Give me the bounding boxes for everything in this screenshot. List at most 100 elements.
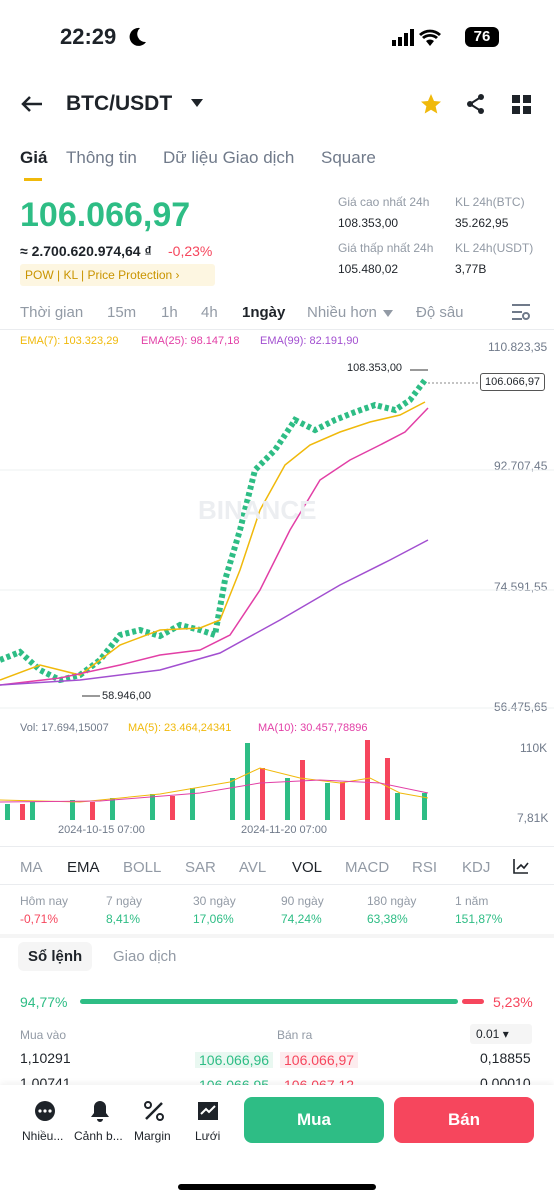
- interval[interactable]: 1h: [161, 304, 178, 321]
- period: 90 ngày: [281, 894, 324, 908]
- price-axis-label: 56.475,65: [494, 700, 548, 714]
- grid-menu[interactable]: [512, 95, 532, 115]
- period: 180 ngày: [367, 894, 417, 908]
- ask-amount: 0,00010: [480, 1075, 531, 1085]
- volume-axis-label: 110K: [520, 741, 548, 755]
- tag[interactable]: Price Protection: [87, 268, 173, 282]
- sell-ratio: 5,23%: [493, 994, 533, 1010]
- precision-select[interactable]: 0.01 ▾: [470, 1024, 532, 1044]
- pair-title[interactable]: BTC/USDT: [66, 92, 173, 115]
- buy-ratio: 94,77%: [20, 994, 68, 1010]
- interval[interactable]: 15m: [107, 304, 137, 321]
- stat-label: Giá cao nhất 24h: [338, 195, 430, 209]
- signal-wifi: [392, 29, 441, 46]
- margin-icon[interactable]: [143, 1100, 165, 1122]
- column-header: Bán ra: [277, 1028, 313, 1042]
- sell-ratio-bar: [462, 999, 484, 1004]
- period-change: 17,06%: [193, 912, 234, 926]
- favorite-star[interactable]: [420, 93, 442, 115]
- interval[interactable]: Thời gian: [20, 304, 84, 321]
- divider: [0, 846, 554, 847]
- period-change: 151,87%: [455, 912, 503, 926]
- indicator[interactable]: KDJ: [462, 859, 491, 876]
- period-change: -0,71%: [20, 912, 59, 926]
- nav-label[interactable]: Lưới: [195, 1129, 221, 1143]
- column-header: Mua vào: [20, 1028, 67, 1042]
- moon-icon: [129, 27, 146, 46]
- bid-price: 106.066,95: [199, 1077, 270, 1085]
- alert-icon[interactable]: [89, 1100, 111, 1122]
- tab[interactable]: Square: [321, 148, 376, 167]
- indicator[interactable]: MA: [20, 859, 43, 876]
- ask-price: 106.067,12: [284, 1077, 355, 1085]
- indicator[interactable]: BOLL: [123, 859, 162, 876]
- grid-bot-icon[interactable]: [197, 1100, 219, 1122]
- interval[interactable]: Độ sâu: [416, 304, 464, 321]
- book-tab[interactable]: Sổ lệnh: [18, 942, 93, 971]
- price-candles: [0, 378, 428, 684]
- period-change: 63,38%: [367, 912, 408, 926]
- battery: 76: [465, 27, 499, 47]
- tab[interactable]: Giá: [20, 148, 48, 167]
- nav-label[interactable]: Margin: [134, 1129, 171, 1143]
- interval[interactable]: 4h: [201, 304, 218, 321]
- volume-label: MA(5): 23.464,24341: [128, 722, 232, 734]
- period: 7 ngày: [106, 894, 143, 908]
- sell-button[interactable]: Bán: [394, 1097, 534, 1143]
- indicator[interactable]: MACD: [345, 859, 390, 876]
- interval[interactable]: Nhiều hơn: [307, 304, 377, 321]
- price-axis-label: 110.823,35: [488, 340, 548, 354]
- buy-ratio-bar: [80, 999, 458, 1004]
- volume-label: Vol: 17.694,15007: [20, 722, 109, 734]
- period-change: 8,41%: [106, 912, 141, 926]
- ema25-line: [0, 407, 429, 686]
- volume-label: MA(10): 30.457,78896: [258, 722, 368, 734]
- divider: [0, 884, 554, 885]
- nav-label[interactable]: Nhiều...: [22, 1129, 64, 1143]
- tag[interactable]: KL: [63, 268, 78, 282]
- stat-value: 3,77B: [455, 262, 487, 276]
- candle-chart: [0, 369, 554, 709]
- interval[interactable]: 1ngày: [242, 304, 286, 321]
- chart-settings[interactable]: [511, 303, 531, 321]
- share-button[interactable]: [465, 93, 487, 115]
- buy-button[interactable]: Mua: [244, 1097, 384, 1143]
- tab[interactable]: Thông tin: [66, 148, 137, 167]
- ema99-line: [0, 539, 429, 686]
- home-indicator: [178, 1184, 376, 1190]
- indicator[interactable]: EMA: [67, 859, 100, 876]
- ask-price: 106.066,97: [280, 1052, 359, 1068]
- pair-dropdown[interactable]: [190, 98, 204, 108]
- more-icon[interactable]: [34, 1100, 56, 1122]
- section-gap: [0, 934, 554, 938]
- volume-axis-label: 7,81K: [517, 811, 549, 825]
- low-marker: 58.946,00: [102, 690, 151, 702]
- tag[interactable]: POW: [25, 268, 54, 282]
- indicator[interactable]: VOL: [292, 859, 323, 876]
- precision: 0.01: [476, 1027, 500, 1041]
- period: 30 ngày: [193, 894, 236, 908]
- book-tab[interactable]: Giao dịch: [113, 948, 177, 965]
- stat-label: KL 24h(USDT): [455, 241, 534, 255]
- nav-label[interactable]: Cảnh b...: [74, 1129, 123, 1143]
- ema-label: EMA(99): 82.191,90: [260, 335, 359, 347]
- date-label: 2024-10-15 07:00: [58, 824, 145, 836]
- last-price-tag: 106.066,97: [480, 373, 546, 391]
- indicator[interactable]: AVL: [239, 859, 267, 876]
- ema-label: EMA(7): 103.323,29: [20, 335, 119, 347]
- high-marker: 108.353,00: [347, 362, 403, 374]
- clock: 22:29: [60, 24, 117, 49]
- more-arrow: [383, 310, 393, 317]
- indicator[interactable]: RSI: [412, 859, 438, 876]
- back-button[interactable]: [20, 94, 44, 114]
- tab-indicator: [24, 178, 42, 181]
- stat-value: 35.262,95: [455, 216, 509, 230]
- date-label: 2024-11-20 07:00: [241, 824, 328, 836]
- stat-label: Giá thấp nhất 24h: [338, 241, 434, 255]
- bid-price: 106.066,96: [195, 1052, 274, 1068]
- tab[interactable]: Dữ liệu Giao dịch: [163, 148, 295, 167]
- indicator[interactable]: SAR: [185, 859, 216, 876]
- indicator-settings[interactable]: [513, 858, 529, 874]
